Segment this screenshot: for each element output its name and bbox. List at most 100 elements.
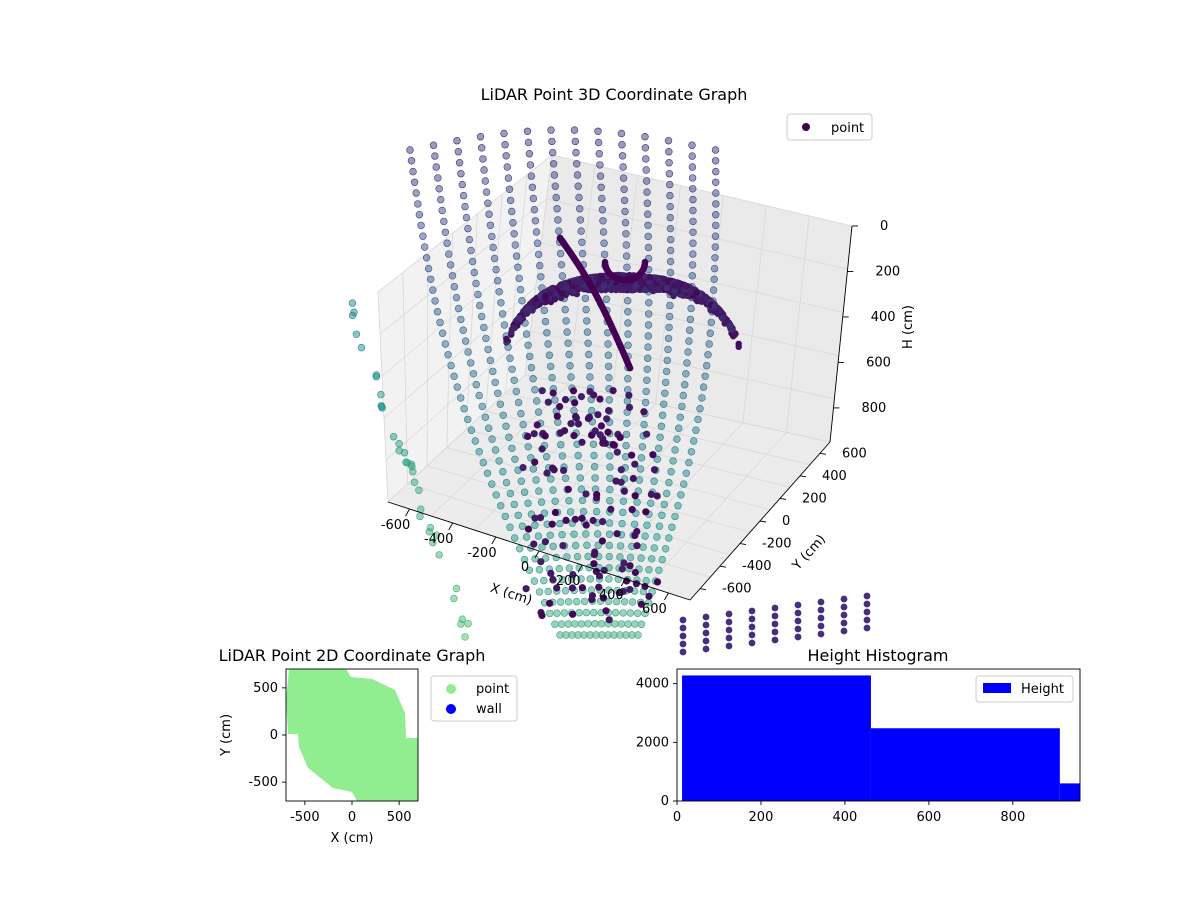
scan-point xyxy=(662,489,671,498)
y-axis-3d-tick xyxy=(799,475,807,478)
scan-point xyxy=(622,430,631,439)
y-axis-3d-tick xyxy=(739,543,747,546)
bowl-point xyxy=(649,284,656,292)
histogram-ytick-label: 2000 xyxy=(636,735,669,750)
scan-point xyxy=(711,232,720,240)
scan-point xyxy=(674,502,682,510)
scan-point xyxy=(445,250,453,258)
outer-point xyxy=(450,594,458,603)
lower-point xyxy=(620,487,629,495)
scan-point xyxy=(666,301,674,310)
scan-point xyxy=(471,437,479,445)
outer-point xyxy=(416,512,424,521)
scan-point xyxy=(682,370,690,378)
bowl-point xyxy=(663,284,670,291)
scan-point xyxy=(499,411,507,419)
bowl-point xyxy=(693,289,700,296)
grid-line-side-horizontal xyxy=(379,198,547,335)
lower-point xyxy=(628,451,636,459)
scan-point xyxy=(702,361,711,370)
lower-point xyxy=(541,432,549,440)
scan-point xyxy=(431,297,439,305)
scan-point xyxy=(599,217,607,225)
lower-point xyxy=(538,387,546,395)
scan-point xyxy=(596,172,605,180)
scan-point xyxy=(689,195,697,204)
lower-point xyxy=(590,560,598,568)
scan-point xyxy=(461,202,469,211)
scan-point xyxy=(617,620,626,628)
outer-point xyxy=(410,478,419,486)
scan-point xyxy=(646,499,655,507)
scan-point xyxy=(511,241,519,249)
edge-point xyxy=(771,636,779,644)
scan-point xyxy=(435,185,443,193)
scan-point xyxy=(467,426,476,434)
scan-point xyxy=(657,422,666,430)
scan-point xyxy=(624,375,632,383)
scan-point xyxy=(643,365,651,373)
scan-point xyxy=(622,241,630,249)
lower-point xyxy=(549,575,557,584)
scan-point xyxy=(444,351,452,359)
scan-point xyxy=(622,252,631,260)
scan-point xyxy=(524,499,532,507)
lower-point xyxy=(602,607,610,615)
scan-point xyxy=(534,250,543,259)
lower-point xyxy=(607,505,615,513)
lower-point xyxy=(598,537,607,545)
outer-point xyxy=(432,531,441,539)
scan-point xyxy=(508,365,516,373)
h-ticks-3d: 0 200 400 600 800 xyxy=(833,219,900,416)
scan-point xyxy=(564,620,572,628)
scan-point xyxy=(570,126,579,134)
scan-point xyxy=(547,126,555,134)
scan-point xyxy=(623,263,631,271)
scan-point xyxy=(594,138,603,147)
edge-point xyxy=(794,609,802,617)
scan-point xyxy=(643,199,652,207)
scan-point xyxy=(677,491,685,499)
scan-point xyxy=(664,345,672,354)
lower-point xyxy=(572,412,580,421)
scan-point xyxy=(427,275,435,283)
edge-point xyxy=(794,633,802,641)
scan-point xyxy=(543,329,551,337)
scan-point xyxy=(469,370,478,378)
scan-point xyxy=(529,194,538,203)
scan-point xyxy=(565,564,573,572)
edge-point xyxy=(863,616,871,624)
scan-point xyxy=(631,620,639,628)
lower-point xyxy=(643,430,651,438)
scan-point xyxy=(497,502,505,510)
edge-point xyxy=(748,639,756,647)
lower-point xyxy=(599,518,607,526)
edge-point xyxy=(702,621,710,629)
scan-point xyxy=(470,268,478,277)
scan-point xyxy=(582,305,590,314)
scan-point xyxy=(570,406,578,415)
scan-point xyxy=(584,339,592,347)
legend-3d-label-point: point xyxy=(831,121,864,136)
scan-point xyxy=(455,159,464,167)
scan-point xyxy=(704,351,712,359)
scan-point xyxy=(474,290,482,299)
scan-point xyxy=(705,340,713,348)
edge-point xyxy=(679,648,687,656)
scan-point xyxy=(628,598,637,606)
bowl-point xyxy=(716,307,723,314)
chart-3d: LiDAR Point 3D Coordinate Graph -600 -400… xyxy=(348,85,916,656)
scan-point xyxy=(492,491,500,499)
edge-point xyxy=(863,600,871,608)
lower-point xyxy=(568,584,577,592)
scan-point xyxy=(633,498,641,506)
scan-point xyxy=(532,228,541,236)
scan-point xyxy=(501,512,509,521)
scan-point xyxy=(538,543,546,551)
scan-point xyxy=(586,373,594,381)
bowl-point xyxy=(702,293,709,301)
edge-point xyxy=(702,637,710,645)
lower-point xyxy=(560,427,569,435)
histogram-frame xyxy=(676,668,1081,802)
